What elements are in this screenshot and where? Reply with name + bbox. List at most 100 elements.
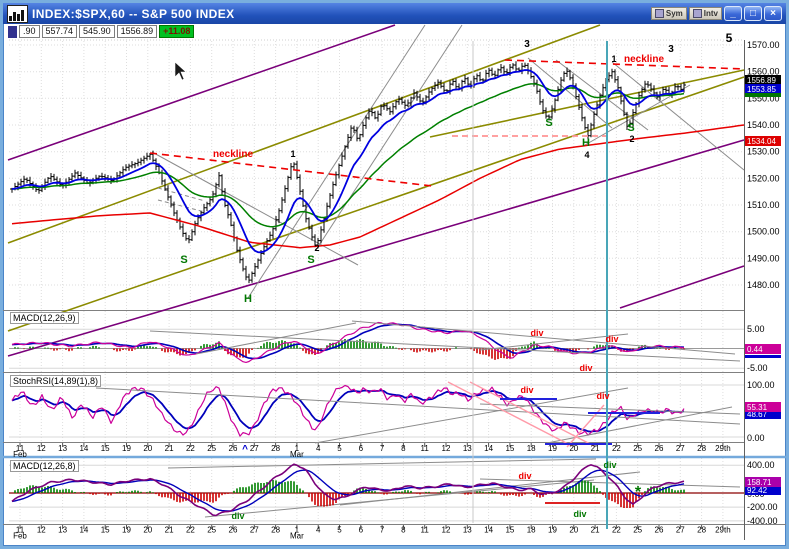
- svg-text:25: 25: [207, 444, 216, 453]
- quote-open: .90: [19, 25, 40, 38]
- svg-text:11: 11: [421, 444, 430, 453]
- macd2-study-label[interactable]: MACD(12,26,8): [10, 460, 79, 472]
- svg-text:div: div: [596, 391, 609, 401]
- svg-text:22: 22: [612, 526, 621, 535]
- svg-text:20: 20: [569, 444, 578, 453]
- svg-text:^: ^: [242, 444, 248, 455]
- svg-text:5: 5: [337, 444, 342, 453]
- neckline-drawings[interactable]: [149, 59, 745, 187]
- svg-text:12: 12: [442, 526, 451, 535]
- svg-text:8: 8: [401, 444, 406, 453]
- svg-text:2: 2: [314, 243, 319, 253]
- svg-text:6: 6: [359, 444, 364, 453]
- svg-text:div: div: [231, 511, 244, 521]
- svg-text:21: 21: [591, 444, 600, 453]
- svg-text:27: 27: [676, 526, 685, 535]
- svg-text:H: H: [582, 137, 590, 149]
- indicator-drawings[interactable]: [95, 320, 741, 518]
- annotation-labels[interactable]: necklinenecklineSHSSHS12341235divdivdivd…: [180, 31, 732, 521]
- svg-text:20: 20: [143, 444, 152, 453]
- svg-text:19: 19: [122, 526, 131, 535]
- channel-lines[interactable]: [7, 24, 745, 357]
- svg-text:Mar: Mar: [290, 532, 304, 541]
- stochrsi-study-label[interactable]: StochRSI(14,89(1),8): [10, 375, 102, 387]
- svg-text:13: 13: [58, 526, 67, 535]
- panel-frames: [3, 40, 786, 540]
- svg-text:1553.85: 1553.85: [747, 85, 776, 94]
- svg-text:13: 13: [463, 526, 472, 535]
- quote-last: 1556.89: [116, 25, 158, 38]
- title-bar[interactable]: INDEX:$SPX,60 -- S&P 500 INDEX Sym Intv …: [3, 3, 786, 24]
- svg-text:4: 4: [316, 444, 321, 453]
- svg-text:29th: 29th: [715, 526, 731, 535]
- close-button[interactable]: ×: [764, 6, 782, 21]
- svg-text:12: 12: [442, 444, 451, 453]
- axis-labels: 1570.001560.001550.001540.001530.001520.…: [13, 40, 779, 541]
- svg-text:Feb: Feb: [13, 532, 27, 541]
- svg-text:13: 13: [463, 444, 472, 453]
- svg-text:22: 22: [612, 444, 621, 453]
- svg-text:26: 26: [229, 444, 238, 453]
- svg-text:div: div: [520, 385, 533, 395]
- window-mini-icon: [692, 9, 702, 18]
- svg-text:4: 4: [584, 150, 589, 160]
- time-cursor-line[interactable]: [472, 41, 608, 529]
- svg-text:-5.00: -5.00: [747, 363, 768, 373]
- maximize-button[interactable]: □: [744, 6, 762, 21]
- stochrsi-panel: [11, 384, 685, 437]
- svg-text:14: 14: [484, 526, 493, 535]
- svg-text:14: 14: [79, 444, 88, 453]
- intv-button[interactable]: Intv: [688, 7, 722, 20]
- svg-text:1570.00: 1570.00: [747, 40, 780, 50]
- svg-text:1510.00: 1510.00: [747, 200, 780, 210]
- svg-text:H: H: [244, 293, 252, 305]
- svg-text:div: div: [579, 363, 592, 373]
- svg-text:1560.00: 1560.00: [747, 67, 780, 77]
- svg-text:26: 26: [655, 526, 664, 535]
- svg-text:S: S: [307, 254, 314, 266]
- svg-text:28: 28: [271, 526, 280, 535]
- svg-text:92.42: 92.42: [747, 486, 768, 495]
- svg-text:29th: 29th: [715, 444, 731, 453]
- minimize-button[interactable]: _: [724, 6, 742, 21]
- sym-button[interactable]: Sym: [650, 7, 687, 20]
- svg-text:Mar: Mar: [290, 450, 304, 459]
- svg-text:27: 27: [676, 444, 685, 453]
- svg-text:1490.00: 1490.00: [747, 253, 780, 263]
- svg-text:0.44: 0.44: [747, 345, 763, 354]
- svg-text:5: 5: [726, 31, 733, 45]
- svg-text:55.31: 55.31: [747, 403, 768, 412]
- svg-text:S: S: [627, 122, 634, 134]
- quote-marker: [8, 25, 17, 38]
- svg-text:1: 1: [295, 444, 300, 453]
- svg-text:S: S: [180, 254, 187, 266]
- svg-text:1534.04: 1534.04: [747, 137, 776, 146]
- svg-text:6: 6: [359, 526, 364, 535]
- svg-text:27: 27: [250, 526, 259, 535]
- svg-text:S: S: [545, 117, 552, 129]
- svg-text:400.00: 400.00: [747, 460, 775, 470]
- svg-text:4: 4: [316, 526, 321, 535]
- svg-text:28: 28: [697, 526, 706, 535]
- svg-text:div: div: [530, 328, 543, 338]
- svg-text:22: 22: [186, 526, 195, 535]
- macd1-study-label[interactable]: MACD(12,26,9): [10, 312, 79, 324]
- svg-text:12: 12: [37, 526, 46, 535]
- svg-text:1530.00: 1530.00: [747, 147, 780, 157]
- svg-text:21: 21: [591, 526, 600, 535]
- svg-text:div: div: [605, 334, 618, 344]
- svg-text:15: 15: [101, 526, 110, 535]
- svg-text:15: 15: [101, 444, 110, 453]
- quote-low: 545.90: [79, 25, 115, 38]
- svg-text:25: 25: [207, 526, 216, 535]
- trendlines[interactable]: [151, 24, 745, 299]
- svg-text:2: 2: [629, 134, 634, 144]
- svg-text:1: 1: [295, 526, 300, 535]
- svg-text:28: 28: [271, 444, 280, 453]
- svg-text:19: 19: [122, 444, 131, 453]
- svg-text:18: 18: [527, 526, 536, 535]
- app-icon: [7, 4, 28, 23]
- svg-text:7: 7: [380, 526, 385, 535]
